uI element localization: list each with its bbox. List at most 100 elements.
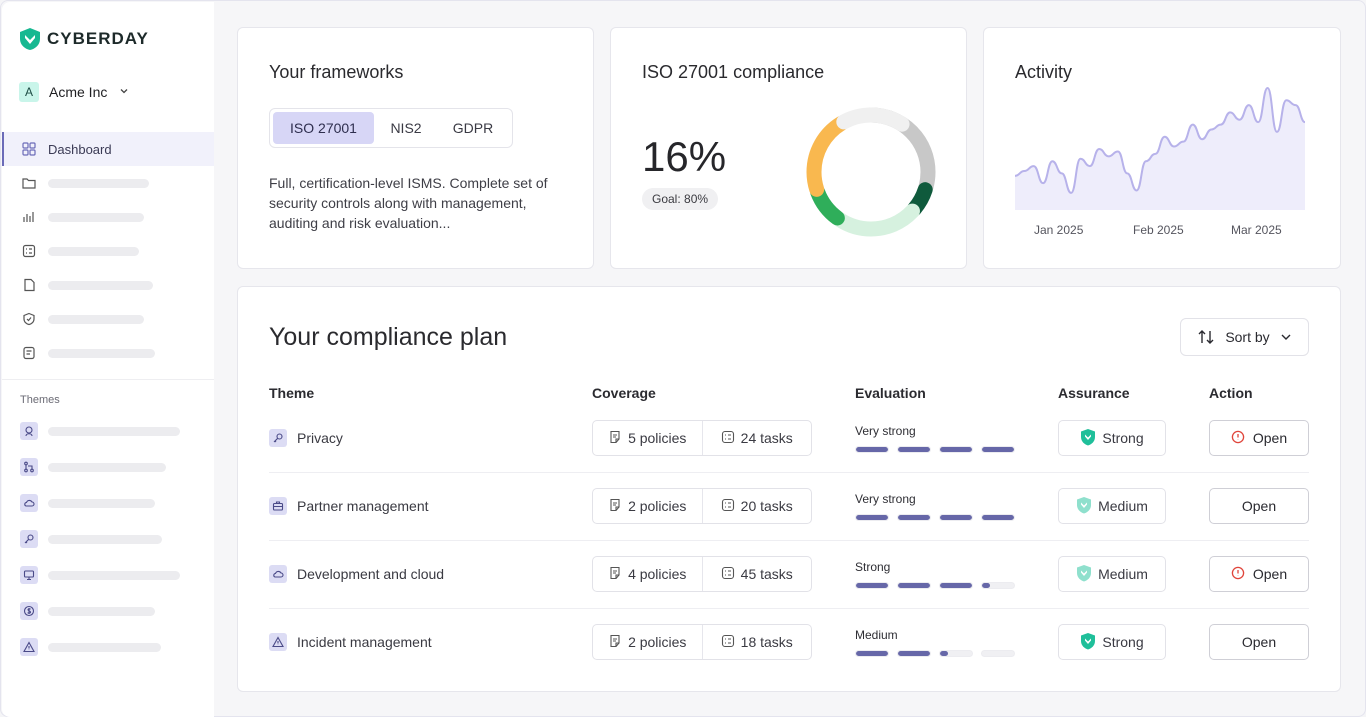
- assurance-badge: Medium: [1058, 488, 1166, 524]
- theme-name: Partner management: [297, 498, 429, 514]
- table-row: Partner management 2 policies 20 tasks Very…: [269, 472, 1309, 540]
- file-icon: [22, 278, 36, 292]
- open-button-label: Open: [1241, 634, 1277, 650]
- policies-count[interactable]: 4 policies: [593, 557, 702, 591]
- org-switcher[interactable]: A Acme Inc: [19, 82, 129, 102]
- theme-cell[interactable]: Incident management: [269, 608, 432, 676]
- evaluation-bars: [855, 582, 1015, 589]
- sidebar-nav: Dashboard: [2, 132, 214, 370]
- sidebar-item-documents[interactable]: [2, 336, 214, 370]
- evaluation-bar-fill: [898, 447, 930, 452]
- table-row: Incident management 2 policies 18 tasks Med…: [269, 608, 1309, 676]
- policies-count[interactable]: 2 policies: [593, 625, 702, 659]
- sidebar-item-dashboard[interactable]: Dashboard: [2, 132, 214, 166]
- sidebar-item-placeholder: [48, 314, 144, 324]
- theme-cell[interactable]: Development and cloud: [269, 540, 444, 608]
- sort-icon: [1198, 330, 1214, 344]
- policies-count[interactable]: 2 policies: [593, 489, 702, 523]
- document-icon: [22, 346, 36, 360]
- sidebar-theme-item[interactable]: [2, 521, 214, 557]
- evaluation-bar-fill: [940, 515, 972, 520]
- sidebar-theme-item[interactable]: [2, 557, 214, 593]
- tasks-label: 24 tasks: [740, 430, 793, 446]
- sidebar-theme-item[interactable]: [2, 449, 214, 485]
- sidebar-item-placeholder: [48, 642, 161, 652]
- column-header-action: Action: [1209, 385, 1253, 401]
- checklist-icon: [22, 244, 36, 258]
- evaluation-bar: [897, 446, 931, 453]
- assurance-label: Medium: [1098, 566, 1148, 582]
- sidebar-item-folder[interactable]: [2, 166, 214, 200]
- tasks-label: 45 tasks: [740, 566, 793, 582]
- alert-icon: [20, 638, 38, 656]
- tasks-label: 18 tasks: [740, 634, 793, 650]
- shield-icon: [1076, 564, 1092, 585]
- sidebar-item-checklist[interactable]: [2, 234, 214, 268]
- task-icon: [721, 430, 735, 447]
- theme-name: Privacy: [297, 430, 343, 446]
- tab-nis2[interactable]: NIS2: [390, 120, 422, 136]
- evaluation-bar-fill: [898, 651, 930, 656]
- task-icon: [721, 566, 735, 583]
- sidebar-item-placeholder: [48, 606, 155, 616]
- evaluation-cell: Very strong: [855, 424, 1015, 453]
- open-button[interactable]: Open: [1209, 624, 1309, 660]
- column-header-evaluation[interactable]: Evaluation: [855, 385, 926, 401]
- donut-segment: [806, 107, 936, 237]
- open-button[interactable]: Open: [1209, 556, 1309, 592]
- fingerprint-icon: [20, 422, 38, 440]
- evaluation-bar: [855, 446, 889, 453]
- evaluation-label: Very strong: [855, 492, 916, 506]
- donut-segment: [806, 107, 936, 237]
- sidebar-divider: [2, 379, 214, 380]
- theme-cell[interactable]: Privacy: [269, 404, 343, 472]
- sidebar-item-security[interactable]: [2, 302, 214, 336]
- evaluation-bar: [897, 650, 931, 657]
- evaluation-bar-fill: [856, 651, 888, 656]
- tasks-count[interactable]: 24 tasks: [701, 421, 812, 455]
- git-branch-icon: [20, 458, 38, 476]
- compliance-card: ISO 27001 compliance 16% Goal: 80%: [610, 27, 967, 269]
- framework-tabs: ISO 27001 NIS2 GDPR: [269, 108, 513, 148]
- theme-cell[interactable]: Partner management: [269, 472, 429, 540]
- open-button[interactable]: Open: [1209, 488, 1309, 524]
- sidebar-theme-item[interactable]: [2, 593, 214, 629]
- policy-icon: [608, 430, 622, 447]
- framework-description: Full, certification-level ISMS. Complete…: [269, 175, 548, 231]
- tab-gdpr[interactable]: GDPR: [452, 120, 494, 136]
- sidebar-theme-item[interactable]: [2, 413, 214, 449]
- sidebar-theme-item[interactable]: [2, 485, 214, 521]
- shield-icon: [22, 312, 36, 326]
- tasks-count[interactable]: 20 tasks: [701, 489, 812, 523]
- folder-icon: [22, 176, 36, 190]
- column-header-theme[interactable]: Theme: [269, 385, 315, 401]
- open-button[interactable]: Open: [1209, 420, 1309, 456]
- brand-logo[interactable]: CYBERDAY: [19, 27, 149, 51]
- evaluation-bars: [855, 514, 1015, 521]
- task-icon: [721, 634, 735, 651]
- activity-area: [1015, 88, 1305, 210]
- cloud-icon: [269, 565, 287, 583]
- tasks-count[interactable]: 18 tasks: [701, 625, 812, 659]
- tasks-count[interactable]: 45 tasks: [701, 557, 812, 591]
- evaluation-cell: Strong: [855, 560, 1015, 589]
- column-header-assurance[interactable]: Assurance: [1058, 385, 1130, 401]
- evaluation-bar-fill: [982, 447, 1014, 452]
- evaluation-bar-fill: [982, 515, 1014, 520]
- policies-count[interactable]: 5 policies: [593, 421, 702, 455]
- grid-icon: [22, 142, 36, 156]
- column-header-coverage[interactable]: Coverage: [592, 385, 656, 401]
- sidebar-item-reports[interactable]: [2, 200, 214, 234]
- sidebar-theme-item[interactable]: [2, 629, 214, 665]
- sidebar-item-placeholder: [48, 534, 162, 544]
- sort-by-label: Sort by: [1225, 329, 1270, 345]
- sidebar-item-placeholder: [48, 570, 180, 580]
- sort-by-button[interactable]: Sort by: [1180, 318, 1309, 356]
- policies-label: 4 policies: [628, 566, 687, 582]
- cloud-icon: [20, 494, 38, 512]
- month-label: Jan 2025: [1034, 223, 1084, 237]
- tab-iso-27001[interactable]: ISO 27001: [273, 112, 374, 144]
- sidebar-item-placeholder: [48, 280, 153, 290]
- sidebar-item-files[interactable]: [2, 268, 214, 302]
